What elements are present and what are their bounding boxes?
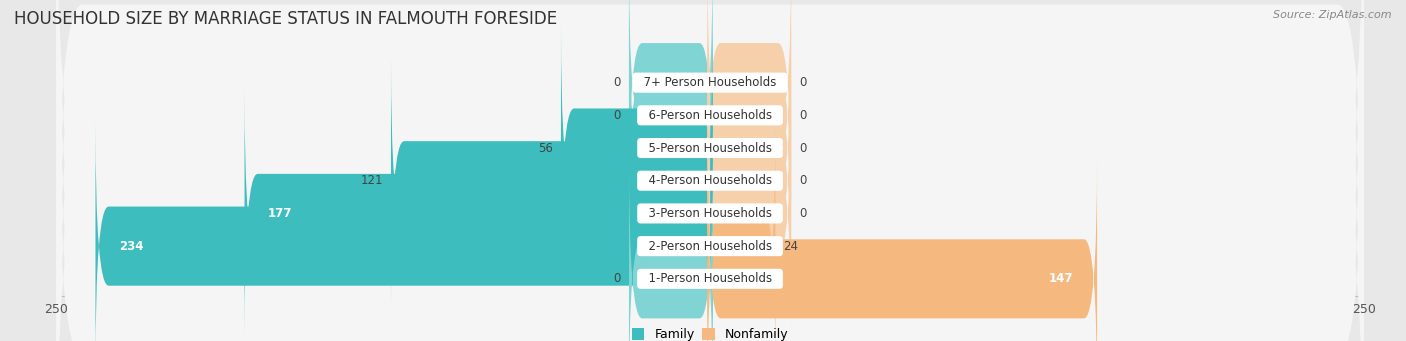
FancyBboxPatch shape — [56, 0, 1364, 331]
Text: 1-Person Households: 1-Person Households — [641, 272, 779, 285]
Text: 0: 0 — [799, 142, 806, 154]
FancyBboxPatch shape — [707, 122, 776, 341]
FancyBboxPatch shape — [56, 0, 1364, 341]
FancyBboxPatch shape — [707, 0, 792, 239]
FancyBboxPatch shape — [56, 0, 1364, 341]
FancyBboxPatch shape — [561, 24, 713, 272]
FancyBboxPatch shape — [56, 30, 1364, 341]
Text: 177: 177 — [269, 207, 292, 220]
FancyBboxPatch shape — [96, 122, 713, 341]
Text: 0: 0 — [799, 174, 806, 187]
FancyBboxPatch shape — [707, 0, 792, 207]
FancyBboxPatch shape — [707, 57, 792, 305]
Text: 147: 147 — [1049, 272, 1074, 285]
FancyBboxPatch shape — [707, 89, 792, 337]
FancyBboxPatch shape — [56, 0, 1364, 341]
FancyBboxPatch shape — [56, 0, 1364, 341]
Text: 3-Person Households: 3-Person Households — [641, 207, 779, 220]
Text: 5-Person Households: 5-Person Households — [641, 142, 779, 154]
Text: HOUSEHOLD SIZE BY MARRIAGE STATUS IN FALMOUTH FORESIDE: HOUSEHOLD SIZE BY MARRIAGE STATUS IN FAL… — [14, 10, 557, 28]
Text: 121: 121 — [360, 174, 382, 187]
Text: 7+ Person Households: 7+ Person Households — [636, 76, 785, 89]
FancyBboxPatch shape — [391, 57, 713, 305]
Text: 0: 0 — [614, 272, 621, 285]
Text: 4-Person Households: 4-Person Households — [641, 174, 779, 187]
Legend: Family, Nonfamily: Family, Nonfamily — [627, 323, 793, 341]
FancyBboxPatch shape — [707, 155, 1097, 341]
Text: Source: ZipAtlas.com: Source: ZipAtlas.com — [1274, 10, 1392, 20]
Text: 0: 0 — [799, 207, 806, 220]
Text: 56: 56 — [538, 142, 553, 154]
FancyBboxPatch shape — [628, 0, 713, 207]
FancyBboxPatch shape — [707, 24, 792, 272]
Text: 6-Person Households: 6-Person Households — [641, 109, 779, 122]
Text: 234: 234 — [120, 240, 143, 253]
Text: 2-Person Households: 2-Person Households — [641, 240, 779, 253]
Text: 0: 0 — [614, 76, 621, 89]
FancyBboxPatch shape — [628, 155, 713, 341]
FancyBboxPatch shape — [628, 0, 713, 239]
Text: 24: 24 — [783, 240, 799, 253]
FancyBboxPatch shape — [56, 0, 1364, 341]
Text: 0: 0 — [614, 109, 621, 122]
Text: 0: 0 — [799, 109, 806, 122]
Text: 0: 0 — [799, 76, 806, 89]
FancyBboxPatch shape — [245, 89, 713, 337]
